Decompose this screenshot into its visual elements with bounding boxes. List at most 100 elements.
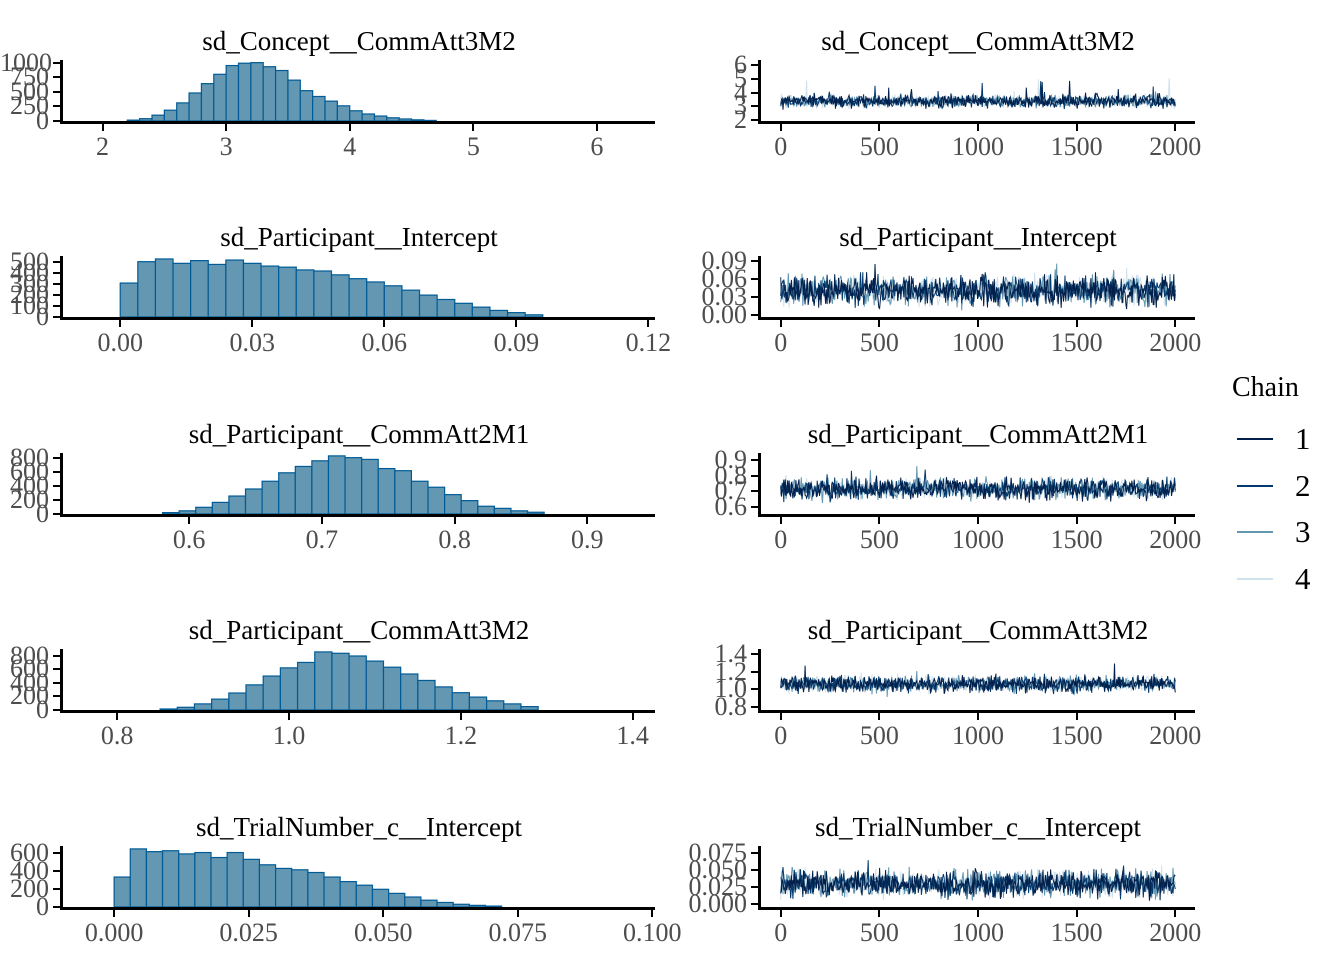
histogram-bar (400, 673, 419, 710)
histogram-bar (159, 708, 178, 710)
x-tick-mark (383, 320, 386, 327)
y-tick-mark (53, 869, 60, 872)
histogram-bar (484, 905, 503, 907)
y-tick-mark (53, 654, 60, 657)
plot-trace-sd-participant-commatt3m2: sd_Participant__CommAtt3M2 0 500 1000 1500 2… (672, 609, 1212, 799)
x-tick-mark (225, 124, 228, 131)
chain-4-line-swatch (1237, 578, 1273, 580)
chain-3-line-swatch (1237, 531, 1273, 533)
y-tick-label: 400 (10, 258, 49, 288)
trace-line-chain-1 (780, 663, 1176, 695)
y-axis-line (758, 256, 761, 320)
x-tick-mark (515, 320, 518, 327)
x-tick-mark (1174, 517, 1177, 524)
x-tick-label: 2000 (1149, 132, 1202, 161)
y-tick-mark (53, 668, 60, 671)
y-tick-label: 4 (734, 77, 747, 107)
y-tick-mark (53, 906, 60, 908)
y-tick-mark (751, 705, 758, 708)
y-tick-mark (53, 513, 60, 515)
y-tick-label: 600 (10, 654, 49, 684)
y-tick-mark (751, 490, 758, 493)
y-tick-label: 800 (10, 442, 49, 472)
plot-trace-sd-trialnumber-c-intercept: sd_TrialNumber_c__Intercept 0 500 1000 1500… (672, 806, 1212, 960)
plot-hist-sd-participant-commatt3m2: sd_Participant__CommAtt3M2 0.8 1.0 1.2 1.4 0… (0, 609, 672, 799)
x-axis-line (60, 710, 655, 713)
chain-legend: Chain 1 2 3 4 (1225, 372, 1344, 596)
trace-lines-svg (780, 466, 1176, 504)
plot-title: sd_TrialNumber_c__Intercept (196, 812, 522, 842)
histogram-bar (520, 705, 539, 710)
x-tick-label: 1000 (952, 328, 1004, 357)
histogram-bar (154, 258, 174, 317)
y-axis-line (758, 453, 761, 517)
y-tick-mark (53, 305, 60, 308)
y-tick-label: 300 (10, 269, 49, 299)
histogram-bar (427, 486, 446, 514)
y-tick-mark (53, 272, 60, 275)
plot-title: sd_Concept__CommAtt3M2 (202, 26, 516, 56)
histogram-bar (503, 703, 522, 710)
x-tick-mark (1174, 713, 1177, 720)
histogram-bar (178, 510, 197, 514)
x-tick-mark (878, 320, 881, 327)
histogram-bar (388, 892, 406, 907)
y-tick-label: 0 (36, 499, 49, 528)
legend-label: 4 (1295, 561, 1311, 596)
y-axis-line (758, 846, 761, 910)
histogram-bar (348, 655, 367, 710)
histogram-bar (163, 109, 178, 121)
histogram-bar (279, 667, 299, 710)
y-tick-label: 200 (10, 873, 49, 903)
x-tick-label: 1500 (1050, 721, 1103, 750)
y-tick-label: 0.025 (688, 872, 748, 902)
y-tick-label: 400 (10, 470, 49, 500)
histogram-bar (126, 119, 141, 121)
histogram-bar (307, 871, 325, 907)
y-tick-label: 0.6 (714, 491, 748, 521)
y-tick-mark (53, 498, 60, 501)
histogram-bar (207, 263, 227, 317)
histogram-bar (237, 62, 252, 121)
histogram-bar (355, 884, 374, 907)
x-tick-label: 2000 (1149, 525, 1202, 554)
y-tick-label: 1.4 (714, 639, 748, 669)
histogram-bar (434, 686, 453, 710)
histogram-bar (190, 259, 209, 317)
trace-lines-svg (780, 263, 1176, 311)
histogram-bar (242, 858, 261, 907)
histogram-bar (398, 118, 413, 121)
histogram-bar (176, 102, 190, 121)
histogram-bar (401, 289, 421, 317)
histogram-bar (291, 869, 309, 907)
x-tick-mark (1075, 910, 1078, 917)
y-tick-label: 1.0 (714, 674, 748, 704)
trace-lines-svg (780, 860, 1176, 901)
histogram-bar (188, 92, 203, 121)
histogram-bar (244, 488, 263, 514)
x-tick-label: 500 (859, 525, 899, 554)
y-tick-mark (751, 313, 758, 316)
x-tick-mark (586, 517, 589, 524)
histogram-bar (225, 64, 240, 121)
histogram-bar (311, 460, 330, 514)
trace-line-chain-1 (780, 867, 1176, 901)
y-tick-mark (751, 505, 758, 508)
y-tick-mark (53, 681, 60, 684)
histogram-bar (493, 507, 512, 514)
histogram-bar (365, 660, 385, 710)
histogram-bar (423, 119, 437, 121)
x-tick-mark (1174, 320, 1177, 327)
histogram-bar (524, 314, 544, 317)
y-tick-mark (53, 105, 60, 108)
histogram-bar (137, 261, 157, 317)
histogram-bar (436, 298, 456, 317)
x-tick-label: 0.12 (625, 328, 672, 357)
legend-label: 3 (1295, 514, 1311, 549)
trace-line-chain-1 (780, 80, 1176, 110)
y-tick-label: 5 (734, 63, 747, 93)
histogram-bar (172, 262, 192, 317)
histogram-bar (313, 270, 333, 317)
histogram-bar (526, 511, 545, 514)
histogram-bar (330, 274, 350, 317)
